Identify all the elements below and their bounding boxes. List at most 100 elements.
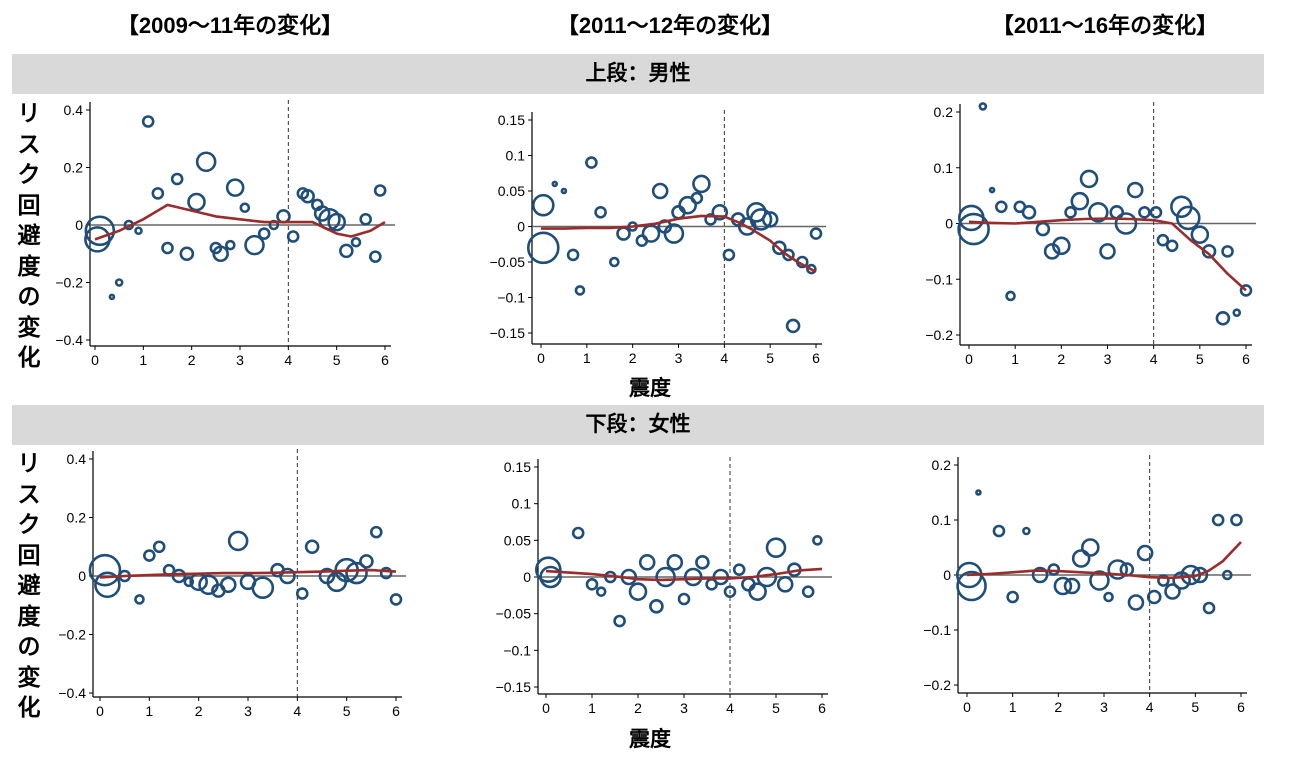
y-tick-label: −0.15: [496, 679, 532, 695]
x-tick-label: 0: [542, 700, 550, 716]
data-point: [1081, 538, 1100, 557]
x-tick-label: 2: [1054, 699, 1062, 715]
x-tick-label: 1: [583, 350, 591, 366]
data-point: [304, 539, 320, 555]
data-point: [300, 188, 315, 204]
data-point: [350, 236, 362, 248]
data-point: [227, 530, 249, 552]
data-point: [683, 567, 703, 587]
data-point: [526, 231, 560, 265]
data-point: [114, 278, 124, 287]
data-point: [539, 565, 562, 589]
data-point: [84, 215, 116, 247]
data-point: [151, 187, 165, 200]
data-point: [1211, 513, 1225, 527]
data-point: [1221, 245, 1234, 258]
data-point: [1202, 601, 1216, 615]
data-point: [313, 205, 331, 222]
data-point: [785, 318, 801, 334]
data-point: [1005, 290, 1016, 302]
data-point: [649, 599, 664, 614]
x-tick-label: 2: [629, 350, 637, 366]
data-point: [595, 586, 607, 597]
data-point: [761, 211, 779, 228]
x-tick-label: 4: [720, 350, 728, 366]
x-tick-label: 3: [1100, 699, 1108, 715]
data-point: [1064, 206, 1077, 219]
data-point: [692, 174, 711, 194]
x-tick-label: 6: [812, 350, 820, 366]
y-axis-label-bottom: リスク回避度の変化: [17, 450, 41, 720]
data-point: [134, 226, 143, 236]
y-tick-label: −0.4: [55, 332, 83, 348]
data-point: [359, 554, 374, 569]
data-point: [1052, 236, 1071, 256]
y-tick-label: 0.15: [504, 459, 531, 475]
x-tick-label: 2: [634, 700, 642, 716]
x-tick-label: 1: [145, 703, 153, 719]
y-tick-label: −0.1: [503, 642, 531, 658]
data-point: [1190, 225, 1210, 244]
data-point: [765, 537, 787, 558]
data-point: [641, 224, 661, 243]
y-tick-label: 0: [75, 217, 83, 233]
x-tick-label: 0: [963, 699, 971, 715]
data-point: [678, 195, 697, 215]
x-tick-label: 3: [1104, 351, 1112, 367]
x-tick-label: 0: [537, 350, 545, 366]
x-tick-label: 5: [343, 703, 351, 719]
column-title-2011-16: 【2011～16年の変化】: [991, 13, 1219, 38]
data-point: [1222, 569, 1233, 581]
data-point: [134, 594, 145, 605]
x-tick-label: 5: [772, 700, 780, 716]
data-point: [1127, 594, 1145, 611]
data-point: [1053, 576, 1073, 596]
data-point: [690, 191, 704, 205]
y-tick-label: −0.2: [925, 327, 953, 343]
data-point: [379, 566, 393, 580]
data-point: [1079, 169, 1099, 189]
column-title-2009-11: 【2009～11年の変化】: [116, 13, 344, 38]
data-point: [628, 582, 648, 601]
x-tick-label: 3: [244, 703, 252, 719]
fit-line: [545, 567, 823, 582]
data-point: [711, 204, 729, 221]
data-point: [776, 576, 794, 593]
data-point: [359, 212, 372, 226]
x-tick-label: 5: [1191, 699, 1199, 715]
y-tick-label: 0: [945, 216, 953, 232]
data-point: [531, 193, 555, 217]
data-point: [812, 535, 823, 546]
data-point: [187, 192, 206, 212]
x-tick-label: 4: [1146, 699, 1154, 715]
data-point: [1031, 566, 1049, 584]
y-tick-label: 0.1: [512, 496, 532, 512]
data-point: [1156, 233, 1170, 247]
data-point: [1103, 591, 1114, 603]
y-tick-label: −0.2: [923, 677, 951, 693]
x-tick-label: 0: [965, 351, 973, 367]
y-tick-label: 0.2: [934, 104, 954, 120]
y-tick-label: 0.05: [498, 183, 525, 199]
data-point: [988, 186, 996, 194]
data-point: [585, 578, 599, 591]
data-point: [219, 576, 237, 594]
data-point: [723, 585, 737, 598]
y-tick-label: 0: [517, 219, 525, 235]
y-tick-label: −0.1: [925, 271, 953, 287]
y-tick-label: 0.05: [504, 532, 531, 548]
data-point: [594, 206, 607, 219]
y-tick-label: −0.15: [490, 325, 526, 341]
data-point: [161, 241, 174, 255]
x-tick-label: 2: [188, 352, 196, 368]
data-point: [571, 526, 585, 540]
y-tick-label: −0.05: [496, 606, 532, 622]
data-point: [574, 285, 586, 296]
x-tick-label: 4: [284, 352, 292, 368]
data-point: [655, 566, 676, 588]
x-tick-label: 1: [1009, 699, 1017, 715]
data-point: [1089, 570, 1110, 591]
